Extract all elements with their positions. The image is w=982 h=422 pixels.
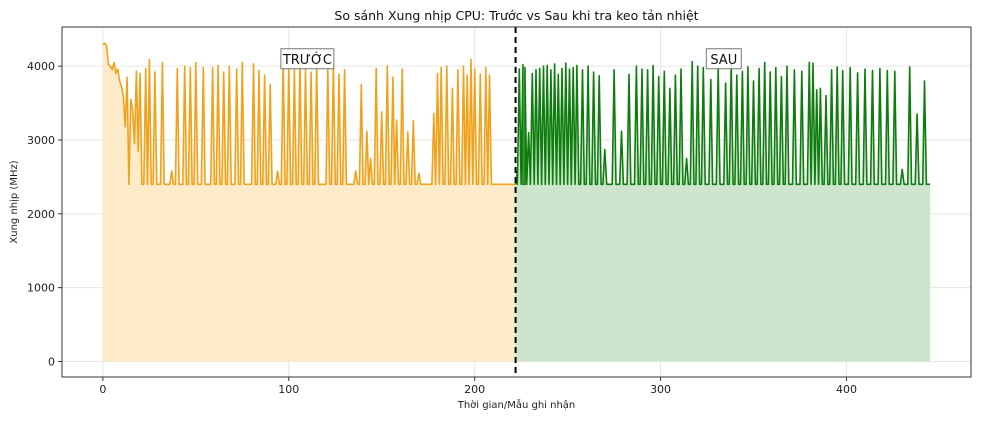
annotation-label: TRƯỚC <box>282 52 332 68</box>
x-axis-title: Thời gian/Mẫu ghi nhận <box>457 398 576 411</box>
series-line-1 <box>514 60 931 186</box>
x-tick-label: 400 <box>836 383 857 396</box>
chart-title: So sánh Xung nhịp CPU: Trước vs Sau khi … <box>334 8 698 23</box>
x-axis-ticks: 0 100 200 300 400 <box>99 377 857 396</box>
annotation-box <box>705 48 742 70</box>
y-tick-label: 2000 <box>27 208 55 221</box>
y-tick-label: 1000 <box>27 282 55 295</box>
annotation-box <box>280 48 335 70</box>
plot-frame <box>61 26 972 378</box>
y-tick-label: 3000 <box>27 134 55 147</box>
series-area-0 <box>102 43 516 362</box>
annotation: SAU <box>705 48 742 70</box>
y-axis-ticks: 0 1000 2000 3000 4000 <box>27 60 62 368</box>
annotation-label: SAU <box>710 53 737 68</box>
x-tick-label: 100 <box>278 383 299 396</box>
annotation: TRƯỚC <box>280 48 335 70</box>
y-tick-label: 0 <box>48 355 55 368</box>
x-tick-label: 300 <box>650 383 671 396</box>
annotations: TRƯỚC SAU <box>280 48 742 70</box>
y-axis-title: Xung nhịp (MHz) <box>9 160 20 243</box>
y-tick-label: 4000 <box>27 60 55 73</box>
x-tick-label: 200 <box>464 383 485 396</box>
x-tick-label: 0 <box>99 383 106 396</box>
